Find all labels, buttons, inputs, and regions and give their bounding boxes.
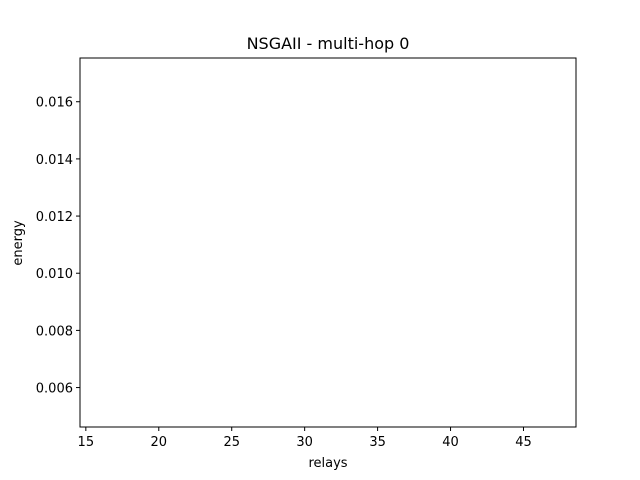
x-tick-label: 30 bbox=[296, 435, 313, 450]
chart-title: NSGAII - multi-hop 0 bbox=[247, 34, 410, 53]
y-tick-label: 0.016 bbox=[36, 96, 73, 111]
x-tick-label: 40 bbox=[442, 435, 459, 450]
x-tick-label: 45 bbox=[515, 435, 532, 450]
y-tick-label: 0.012 bbox=[36, 210, 73, 225]
y-axis-label: energy bbox=[11, 220, 26, 266]
x-axis-label: relays bbox=[308, 456, 347, 471]
y-axis: 0.006 0.008 0.010 0.012 0.014 0.016 bbox=[36, 96, 80, 397]
x-axis: 15 20 25 30 35 40 45 bbox=[78, 427, 532, 450]
y-tick-label: 0.010 bbox=[36, 267, 73, 282]
x-tick-label: 25 bbox=[223, 435, 240, 450]
plot-area bbox=[79, 57, 577, 428]
y-tick-label: 0.008 bbox=[36, 324, 73, 339]
x-tick-label: 20 bbox=[151, 435, 168, 450]
x-tick-label: 35 bbox=[369, 435, 386, 450]
x-tick-label: 15 bbox=[78, 435, 95, 450]
y-tick-label: 0.006 bbox=[36, 382, 73, 397]
y-tick-label: 0.014 bbox=[36, 153, 73, 168]
